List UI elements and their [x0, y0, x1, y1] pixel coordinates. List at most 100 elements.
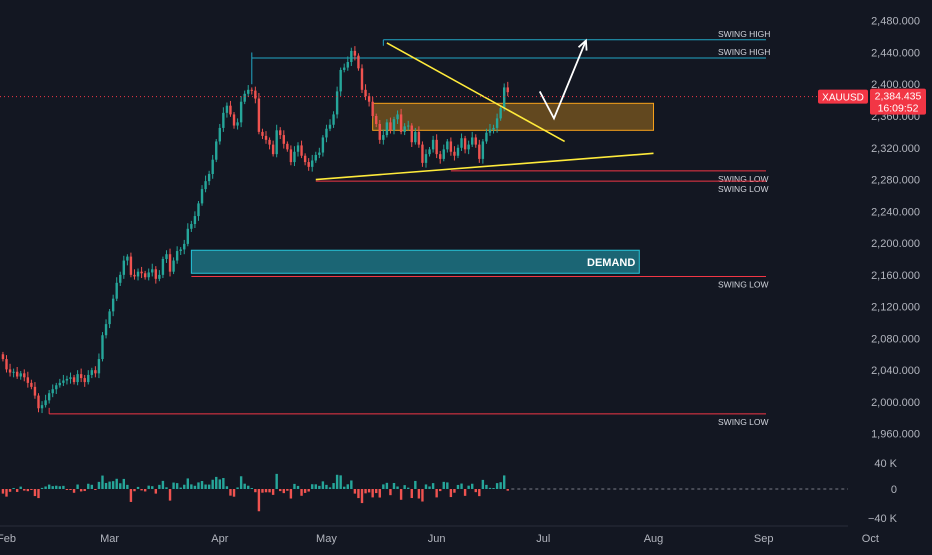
volume-bar: [129, 489, 133, 502]
candle-body: [186, 228, 190, 244]
price-tick-label: 2,080.000: [871, 333, 920, 345]
volume-bar: [378, 489, 381, 498]
candle-body: [62, 380, 65, 383]
volume-bar: [215, 476, 218, 489]
volume-bar: [442, 481, 445, 489]
volume-bar: [229, 489, 232, 496]
price-tick-label: 2,000.000: [871, 397, 920, 409]
volume-bar: [119, 483, 122, 489]
volume-bar: [261, 489, 264, 493]
volume-bar: [389, 489, 392, 496]
candles-layer: [1, 46, 509, 414]
candle-body: [499, 108, 502, 119]
resistance-zone[interactable]: [372, 102, 655, 131]
demand-zone[interactable]: [190, 249, 640, 274]
candle-body: [421, 144, 424, 163]
volume-bar: [460, 483, 463, 489]
volume-bar: [247, 485, 250, 489]
candle-body: [76, 374, 79, 383]
time-tick-label: Feb: [0, 533, 16, 545]
candle-body: [40, 405, 44, 409]
candle-body: [431, 139, 435, 150]
volume-bar: [399, 489, 403, 500]
volume-bar: [147, 485, 150, 489]
volume-bar: [488, 487, 492, 489]
candle-body: [215, 141, 218, 160]
volume-bar: [83, 489, 86, 492]
price-tick-label: 2,320.000: [871, 143, 920, 155]
volume-bar: [79, 489, 83, 492]
candle-body: [111, 298, 115, 312]
candle-body: [190, 224, 193, 229]
volume-bar: [421, 489, 424, 502]
volume-bar: [435, 489, 438, 498]
candle-body: [456, 147, 460, 156]
volume-bar: [232, 489, 236, 497]
volume-bar: [204, 484, 207, 489]
candle-body: [147, 272, 150, 278]
candle-body: [325, 128, 328, 138]
candle-body: [350, 50, 353, 63]
candle-body: [353, 50, 357, 56]
candle-body: [389, 122, 392, 131]
volume-bar: [375, 489, 378, 494]
bar-countdown: 16:09:52: [878, 103, 919, 115]
volume-bar: [257, 489, 261, 512]
candle-body: [471, 137, 474, 145]
candle-body: [140, 271, 143, 274]
candle-body: [392, 119, 396, 131]
volume-bar: [485, 484, 488, 489]
volume-bar: [151, 486, 154, 489]
swing-low-label-5: SWING LOW: [718, 417, 769, 427]
volume-bar: [15, 489, 19, 492]
volume-bar: [40, 487, 44, 489]
volume-bar: [335, 474, 339, 489]
symbol-tag[interactable]: [818, 89, 868, 104]
candle-body: [193, 216, 197, 225]
candle-body: [492, 127, 495, 130]
volume-bar: [446, 482, 449, 489]
swing-low-label-3: SWING LOW: [718, 184, 769, 194]
volume-bar: [37, 489, 40, 499]
candle-body: [154, 269, 158, 279]
volume-bar: [264, 489, 268, 493]
volume-bar: [239, 476, 243, 489]
candle-body: [339, 69, 342, 92]
candle-body: [158, 274, 161, 279]
volume-bar: [47, 484, 51, 489]
price-tick-label: 2,040.000: [871, 365, 920, 377]
candle-body: [257, 98, 261, 132]
candle-body: [261, 131, 264, 136]
price-tick-label: 1,960.000: [871, 429, 920, 441]
volume-bar: [503, 475, 506, 489]
candle-body: [371, 101, 374, 117]
volume-bar: [69, 489, 72, 490]
candle-body: [72, 377, 76, 383]
price-tick-label: 2,400.000: [871, 79, 920, 91]
volume-bar: [133, 489, 136, 492]
trendline-descending[interactable]: [386, 42, 566, 143]
volume-bar: [506, 489, 509, 491]
candle-body: [30, 382, 33, 387]
volume-bar: [168, 489, 172, 501]
volume-bar: [225, 486, 229, 489]
candle-body: [463, 138, 467, 150]
candle-body: [396, 114, 399, 120]
last-price-tag[interactable]: [870, 88, 926, 115]
candle-body: [204, 181, 207, 190]
candle-body: [129, 256, 133, 275]
volume-bar: [30, 489, 33, 490]
volume-bar: [471, 483, 474, 489]
volume-bar: [478, 489, 481, 497]
trendline-ascending[interactable]: [315, 152, 654, 181]
swing-low-label-2: SWING LOW: [718, 174, 769, 184]
projection-path[interactable]: [538, 40, 587, 121]
candle-body: [87, 374, 90, 383]
candle-body: [503, 87, 506, 109]
candle-body: [175, 251, 179, 261]
candle-body: [23, 373, 26, 378]
swing-high-label-0: SWING HIGH: [718, 29, 770, 39]
